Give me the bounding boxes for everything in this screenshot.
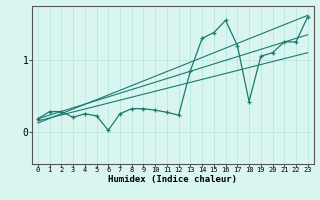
X-axis label: Humidex (Indice chaleur): Humidex (Indice chaleur) [108, 175, 237, 184]
